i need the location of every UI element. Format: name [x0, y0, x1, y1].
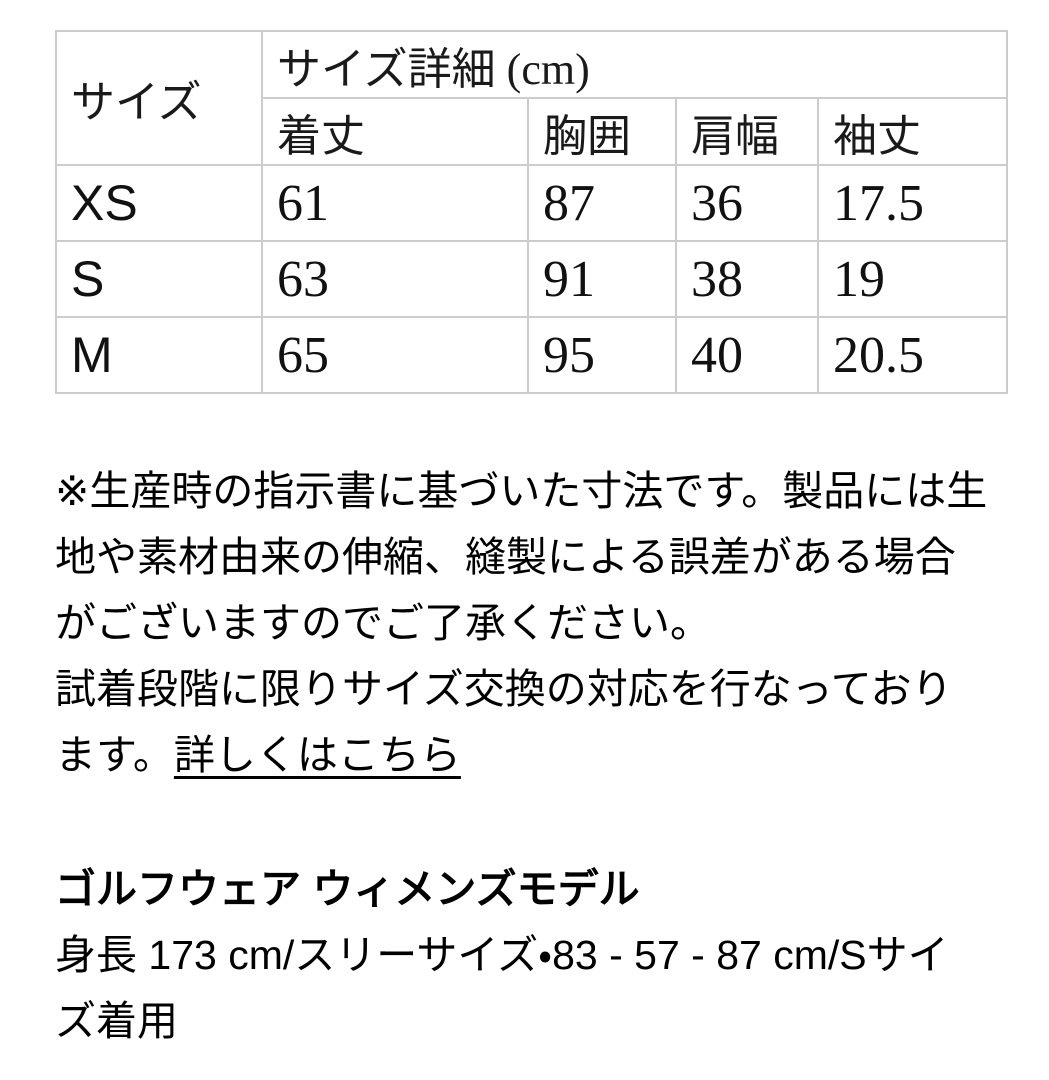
table-header-row-group: サイズ サイズ詳細 (cm)	[55, 30, 1008, 166]
value-shoulder: 40	[675, 316, 819, 394]
model-info-detail-line: ズ着用	[55, 998, 178, 1044]
table-row-s: S 63 91 38 19	[55, 240, 1008, 318]
table-row-xs: XS 61 87 36 17.5	[55, 164, 1008, 242]
value-chest: 91	[527, 240, 677, 318]
value-sleeve: 19	[817, 240, 1008, 318]
model-info-detail-line: 身長 173 cm/スリーサイズ・83 - 57 - 87 cm/Sサイ	[55, 932, 949, 978]
measurement-disclaimer: ※生産時の指示書に基づいた寸法です。製品には生 地や素材由来の伸縮、縫製による誤…	[55, 458, 1006, 788]
model-info-block: ゴルフウェア ウィメンズモデル 身長 173 cm/スリーサイズ・83 - 57…	[55, 856, 1006, 1054]
disclaimer-line: 地や素材由来の伸縮、縫製による誤差がある場合	[55, 534, 956, 580]
value-sleeve: 17.5	[817, 164, 1008, 242]
column-header-length: 着丈	[261, 97, 529, 166]
details-link[interactable]: 詳しくはこちら	[173, 732, 461, 778]
size-detail-group-header: サイズ詳細 (cm)	[261, 30, 1008, 99]
disclaimer-line: ※生産時の指示書に基づいた寸法です。製品には生	[55, 468, 988, 514]
column-header-chest: 胸囲	[527, 97, 677, 166]
size-column-header: サイズ	[55, 30, 263, 166]
disclaimer-line: がございますのでご了承ください。	[55, 600, 711, 646]
model-info-heading: ゴルフウェア ウィメンズモデル	[55, 866, 640, 912]
value-chest: 87	[527, 164, 677, 242]
exchange-note-prefix: ます。	[55, 732, 174, 778]
value-length: 65	[261, 316, 529, 394]
value-length: 63	[261, 240, 529, 318]
size-label: XS	[55, 164, 263, 242]
column-header-shoulder: 肩幅	[675, 97, 819, 166]
value-sleeve: 20.5	[817, 316, 1008, 394]
size-chart-table: サイズ サイズ詳細 (cm) 着丈 胸囲 肩幅 袖丈 XS 61 87 36 1…	[55, 30, 1008, 394]
value-chest: 95	[527, 316, 677, 394]
column-header-sleeve: 袖丈	[817, 97, 1008, 166]
exchange-note-last-line: ます。詳しくはこちら	[55, 722, 1006, 788]
exchange-note-line: 試着段階に限りサイズ交換の対応を行なっており	[55, 666, 953, 712]
size-guide-section: サイズ サイズ詳細 (cm) 着丈 胸囲 肩幅 袖丈 XS 61 87 36 1…	[55, 30, 1008, 1054]
value-shoulder: 38	[675, 240, 819, 318]
table-row-m: M 65 95 40 20.5	[55, 316, 1008, 394]
table-header-row-columns: 着丈 胸囲 肩幅 袖丈	[56, 97, 1008, 166]
size-label: S	[55, 240, 263, 318]
value-length: 61	[261, 164, 529, 242]
size-label: M	[55, 316, 263, 394]
value-shoulder: 36	[675, 164, 819, 242]
